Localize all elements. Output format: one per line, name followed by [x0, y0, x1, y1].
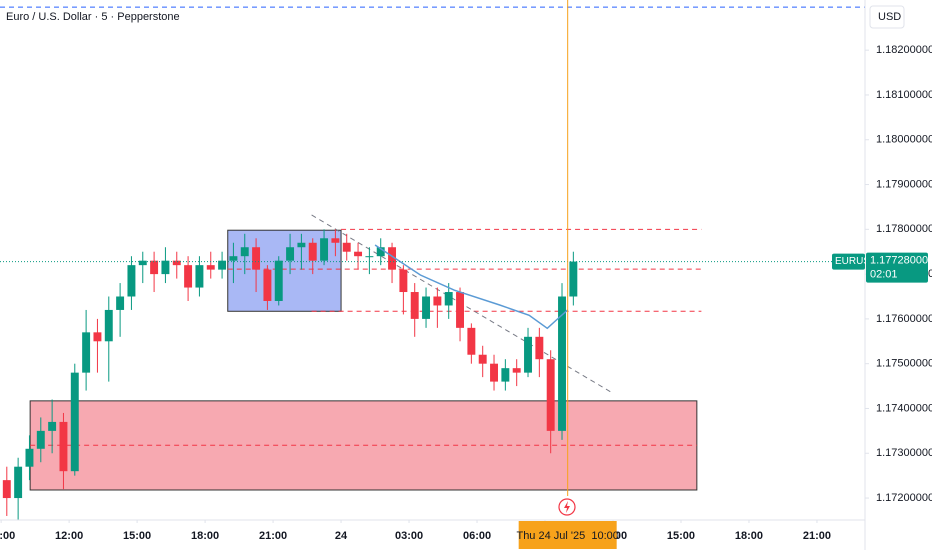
- candle-body: [558, 296, 566, 431]
- candle-body: [512, 368, 521, 373]
- alert-icon: [558, 498, 576, 516]
- moving-average: [374, 244, 569, 330]
- candle-body: [274, 260, 283, 301]
- symbol-box: [832, 253, 865, 270]
- candle-body: [376, 247, 385, 257]
- y-tick-label: 1.174000000: [876, 402, 932, 414]
- x-tick-label: 21:00: [803, 530, 831, 542]
- last-price-label: 1.177280000: [870, 254, 932, 266]
- candle-body: [127, 265, 136, 297]
- candle-body: [184, 265, 193, 288]
- candle-body: [490, 363, 498, 382]
- y-tick-label: 1.173000000: [876, 447, 932, 459]
- candle-body: [342, 242, 351, 252]
- x-tick-label: 24: [335, 530, 348, 542]
- candle-body: [399, 269, 408, 293]
- y-tick-label: 1.176000000: [876, 313, 932, 325]
- crosshair-label-box: [518, 521, 617, 549]
- candle-body: [467, 327, 476, 355]
- y-tick-label: 1.182000000: [876, 44, 932, 56]
- candle-body: [206, 265, 215, 270]
- candle-body: [354, 251, 363, 257]
- candle-body: [229, 256, 238, 261]
- candle-body: [286, 247, 295, 261]
- y-tick-label: 1.178000000: [876, 223, 932, 235]
- x-tick-label: 12:00: [55, 530, 83, 542]
- candle-body: [478, 354, 487, 364]
- candle-body: [456, 292, 464, 328]
- x-tick-label: 15:00: [123, 530, 151, 542]
- plot-area: [0, 0, 865, 521]
- candle-body: [320, 238, 329, 261]
- candle-body: [308, 242, 317, 261]
- x-tick-label: 09:00: [0, 530, 15, 542]
- candle-body: [93, 332, 102, 342]
- candle-body: [365, 256, 374, 258]
- currency-label: USD: [878, 11, 901, 23]
- candle-body: [535, 336, 544, 360]
- y-tick-label: 1.181000000: [876, 89, 932, 101]
- alert-icon-bolt: [564, 501, 570, 513]
- candle-body: [2, 480, 11, 499]
- crosshair-label: Thu 24 Jul '25 10:00: [516, 530, 618, 542]
- candle-body: [48, 421, 57, 431]
- y-tick-label: 1.175000000: [876, 358, 932, 370]
- x-tick-label: 21:00: [259, 530, 287, 542]
- candle-body: [195, 265, 204, 288]
- candle-body: [104, 309, 113, 342]
- symbol-label: EURUSD: [835, 256, 877, 267]
- candle-body: [161, 260, 170, 275]
- chart-title: Euro / U.S. Dollar · 5 · Pepperstone: [6, 11, 180, 23]
- candle-body: [331, 238, 340, 243]
- candle-body: [433, 296, 442, 306]
- candle-body: [82, 332, 91, 373]
- candle-body: [240, 247, 249, 257]
- candle-body: [70, 372, 79, 472]
- y-tick-label: 1.179000000: [876, 178, 932, 190]
- candle-body: [138, 260, 147, 266]
- y-tick-label: 1.180000000: [876, 134, 932, 146]
- candle-body: [546, 359, 555, 431]
- candle-body: [569, 261, 578, 297]
- candle-body: [218, 260, 227, 270]
- candle-body: [422, 296, 431, 319]
- candle-body: [116, 296, 125, 310]
- candle-body: [36, 430, 45, 449]
- candle-body: [524, 336, 532, 373]
- x-tick-label: 15:00: [667, 530, 695, 542]
- currency-box: [869, 5, 905, 29]
- last-price-box: [866, 252, 928, 283]
- x-tick-label: 18:00: [191, 530, 219, 542]
- candle-body: [150, 260, 159, 275]
- countdown-label: 02:01: [870, 268, 898, 280]
- x-tick-label: 03:00: [395, 530, 423, 542]
- candle-body: [297, 242, 306, 248]
- candle-body: [172, 260, 181, 266]
- candle-body: [59, 421, 68, 472]
- y-tick-label: 1.172000000: [876, 492, 932, 504]
- candle-body: [14, 466, 23, 499]
- candle-body: [410, 292, 419, 319]
- candle-body: [388, 247, 397, 270]
- candle-body: [25, 448, 34, 467]
- candle-body: [252, 247, 261, 270]
- candle-body: [263, 269, 272, 301]
- x-tick-label: 18:00: [735, 530, 763, 542]
- candle-body: [444, 292, 453, 306]
- x-tick-label: 06:00: [463, 530, 491, 542]
- candle-body: [501, 368, 510, 382]
